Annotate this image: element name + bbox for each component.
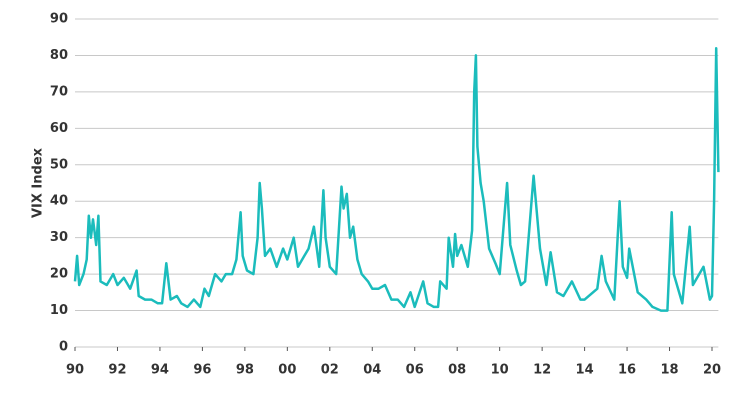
y-tick-label: 70 (50, 84, 68, 99)
y-tick-label: 80 (50, 48, 68, 63)
y-tick-label: 0 (59, 340, 68, 355)
y-axis-label: VIX Index (31, 147, 46, 218)
y-tick-label: 90 (50, 12, 68, 27)
x-tick-label: 92 (108, 363, 126, 378)
vix-line (73, 46, 720, 312)
x-tick-label: 90 (66, 363, 84, 378)
y-tick-label: 60 (50, 121, 68, 136)
x-tick-label: 04 (363, 363, 381, 378)
x-tick-label: 18 (660, 363, 678, 378)
x-tick-label: 20 (703, 363, 721, 378)
x-tick-label: 06 (406, 363, 424, 378)
x-tick-label: 02 (321, 363, 339, 378)
y-tick-label: 20 (50, 267, 68, 282)
x-tick-label: 08 (448, 363, 466, 378)
y-tick-label: 30 (50, 230, 68, 245)
x-tick-label: 00 (278, 363, 296, 378)
y-tick-label: 50 (50, 157, 68, 172)
x-tick-label: 12 (533, 363, 551, 378)
x-tick-label: 10 (491, 363, 509, 378)
y-tick-label: 40 (50, 194, 68, 209)
x-tick-label: 96 (193, 363, 211, 378)
x-tick-label: 98 (236, 363, 254, 378)
x-tick-label: 94 (151, 363, 169, 378)
y-tick-label: 10 (50, 303, 68, 318)
x-tick-label: 14 (576, 363, 594, 378)
x-tick-label: 16 (618, 363, 636, 378)
